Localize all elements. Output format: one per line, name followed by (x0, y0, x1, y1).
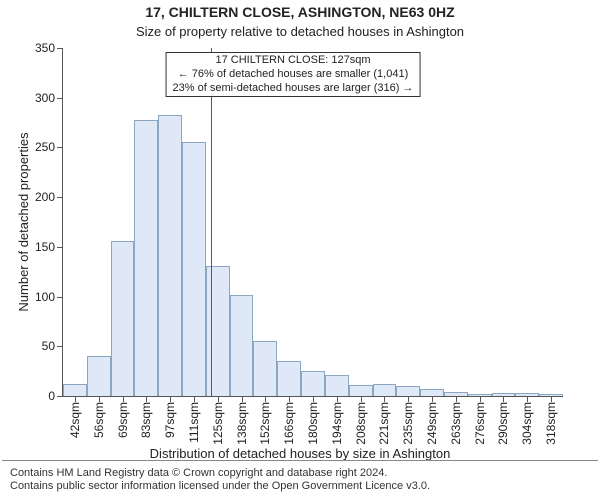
x-tick-label: 42sqm (68, 402, 82, 438)
annotation-line-1: 17 CHILTERN CLOSE: 127sqm (167, 54, 420, 68)
chart-subtitle: Size of property relative to detached ho… (0, 24, 600, 39)
bar (396, 386, 420, 396)
y-tick-label: 350 (35, 41, 63, 55)
bar (349, 385, 373, 396)
bar (325, 375, 349, 396)
x-tick-label: 249sqm (425, 402, 439, 445)
footer: Contains HM Land Registry data © Crown c… (10, 467, 590, 495)
bar (87, 356, 111, 396)
x-tick-label: 208sqm (354, 402, 368, 445)
y-tick-label: 0 (48, 389, 63, 403)
x-tick-label: 83sqm (139, 402, 153, 438)
plot-area: 17 CHILTERN CLOSE: 127sqm ← 76% of detac… (62, 48, 563, 397)
y-tick-label: 50 (42, 339, 63, 353)
chart-root: 17, CHILTERN CLOSE, ASHINGTON, NE63 0HZ … (0, 0, 600, 500)
x-tick-label: 194sqm (330, 402, 344, 445)
footer-line-1: Contains HM Land Registry data © Crown c… (10, 467, 590, 481)
bar (230, 295, 254, 396)
bar (182, 142, 206, 396)
y-tick-label: 200 (35, 190, 63, 204)
footer-divider (2, 460, 598, 461)
annotation-line-2: ← 76% of detached houses are smaller (1,… (167, 68, 420, 82)
x-tick-label: 221sqm (377, 402, 391, 445)
bar (63, 384, 87, 396)
x-tick-label: 111sqm (187, 402, 201, 443)
bar (277, 361, 301, 396)
annotation-box: 17 CHILTERN CLOSE: 127sqm ← 76% of detac… (166, 52, 421, 97)
x-tick-label: 290sqm (496, 402, 510, 445)
x-tick-label: 180sqm (306, 402, 320, 445)
x-axis-label: Distribution of detached houses by size … (0, 446, 600, 461)
y-tick-label: 250 (35, 140, 63, 154)
x-tick-label: 263sqm (449, 402, 463, 445)
y-axis-label: Number of detached properties (16, 132, 31, 311)
bar (158, 115, 182, 396)
bars (63, 48, 563, 396)
x-tick-label: 276sqm (473, 402, 487, 445)
x-tick-label: 97sqm (163, 402, 177, 438)
x-tick-label: 235sqm (401, 402, 415, 445)
x-tick-label: 69sqm (116, 402, 130, 438)
bar (373, 384, 397, 396)
x-tick-label: 125sqm (211, 402, 225, 445)
footer-line-2: Contains public sector information licen… (10, 480, 590, 494)
bar (301, 371, 325, 396)
x-tick-label: 304sqm (520, 402, 534, 445)
y-tick-label: 150 (35, 240, 63, 254)
bar (420, 389, 444, 396)
bar (253, 341, 277, 396)
chart-title: 17, CHILTERN CLOSE, ASHINGTON, NE63 0HZ (0, 4, 600, 20)
x-tick-label: 318sqm (544, 402, 558, 445)
x-tick-label: 166sqm (282, 402, 296, 445)
marker-line (211, 48, 212, 396)
x-tick-label: 56sqm (92, 402, 106, 438)
bar (111, 241, 135, 396)
annotation-line-3: 23% of semi-detached houses are larger (… (167, 82, 420, 96)
y-tick-label: 100 (35, 290, 63, 304)
y-tick-label: 300 (35, 91, 63, 105)
x-tick-label: 152sqm (258, 402, 272, 445)
bar (134, 120, 158, 396)
bar (206, 266, 230, 396)
x-tick-label: 138sqm (235, 402, 249, 445)
